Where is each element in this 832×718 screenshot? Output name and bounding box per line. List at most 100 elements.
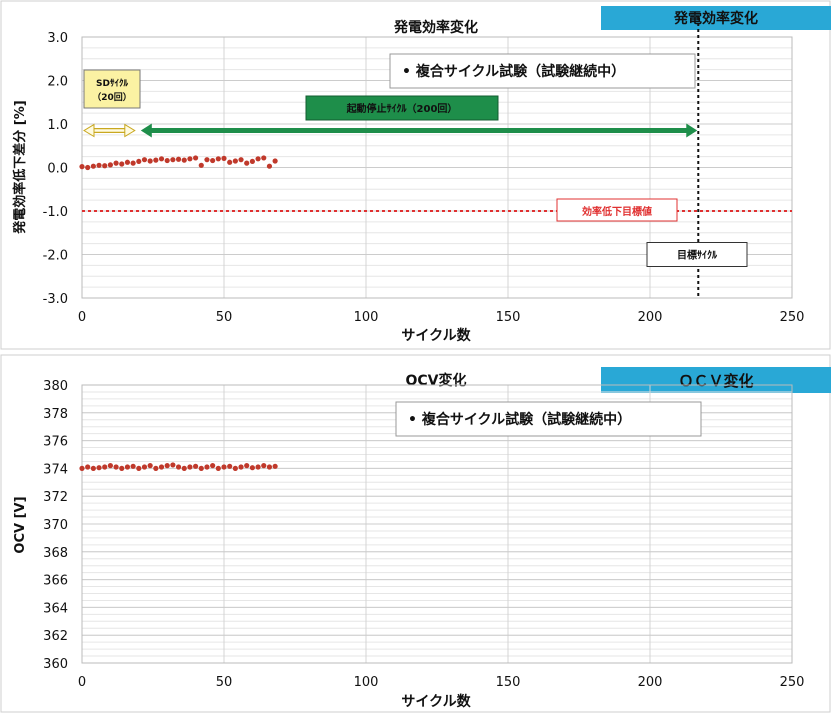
- data-point: [215, 156, 221, 162]
- data-point: [130, 463, 136, 469]
- y-tick-label: 0.0: [47, 162, 68, 177]
- y-tick-label: 380: [43, 379, 68, 394]
- data-point: [136, 465, 142, 471]
- start-stop-label: 起動停止ｻｲｸﾙ（200回）: [346, 102, 458, 115]
- data-point: [175, 464, 182, 470]
- y-tick-label: 2.0: [47, 75, 68, 90]
- x-tick-label: 150: [496, 675, 521, 690]
- data-point: [90, 163, 96, 169]
- x-tick-label: 50: [216, 310, 233, 325]
- data-point: [147, 463, 153, 469]
- ocv-badge: ＯＣＶ変化: [678, 372, 753, 390]
- data-point: [170, 462, 176, 468]
- threshold-label: 効率低下目標値: [582, 205, 652, 218]
- data-point: [244, 160, 250, 166]
- sd-cycle-label: （20回）: [92, 92, 132, 103]
- data-point: [102, 464, 108, 470]
- data-point: [107, 162, 113, 168]
- data-point: [227, 159, 233, 165]
- data-point: [272, 158, 278, 164]
- data-point: [187, 156, 193, 162]
- data-point: [210, 157, 216, 164]
- y-tick-label: 368: [43, 546, 68, 561]
- data-point: [158, 156, 165, 162]
- legend-entry: • 複合サイクル試験（試験継続中）: [402, 63, 625, 80]
- data-point: [107, 463, 113, 469]
- data-point: [170, 157, 176, 163]
- start-stop-box: [305, 95, 499, 121]
- data-point: [85, 164, 91, 171]
- data-point: [130, 160, 136, 166]
- y-tick-label: 374: [43, 462, 68, 477]
- data-point: [244, 463, 250, 469]
- y-tick-label: 364: [43, 601, 68, 616]
- y-tick-label: 378: [43, 407, 68, 422]
- data-point: [193, 463, 199, 469]
- ocv-plot-area: 0 50 100 150 200 250 380 378 376 374 372 370 368 366 3…: [43, 379, 804, 690]
- y-tick-label: 370: [43, 518, 68, 533]
- y-tick-label: -3.0: [43, 292, 68, 307]
- data-point: [141, 464, 148, 470]
- data-point: [232, 158, 238, 164]
- x-tick-label: 0: [78, 310, 86, 325]
- x-tick-label: 200: [638, 310, 663, 325]
- data-point: [249, 465, 255, 471]
- data-point: [124, 464, 131, 470]
- data-point: [147, 158, 153, 164]
- data-point: [204, 157, 210, 163]
- target-cycle-label: 目標ｻｲｸﾙ: [677, 249, 718, 262]
- data-point: [215, 465, 221, 471]
- data-point: [261, 155, 267, 161]
- x-tick-label: 50: [216, 675, 233, 690]
- data-point: [181, 157, 187, 163]
- sd-cycle-box: [83, 69, 141, 109]
- data-point: [153, 465, 159, 471]
- efficiency-badge-bg: [601, 6, 831, 30]
- legend-entry: • 複合サイクル試験（試験継続中）: [408, 411, 631, 428]
- data-point: [119, 161, 125, 167]
- panel-efficiency-frame: [0, 0, 831, 350]
- data-point: [141, 157, 148, 163]
- data-point: [113, 160, 119, 166]
- legend-box: [395, 401, 702, 437]
- y-tick-label: 3.0: [47, 31, 68, 46]
- data-point: [266, 464, 273, 470]
- data-point: [175, 156, 182, 162]
- x-tick-label: 200: [638, 675, 663, 690]
- efficiency-x-axis-label: サイクル数: [401, 327, 471, 344]
- start-stop-arrow-head-right: [686, 123, 698, 138]
- y-tick-label: 366: [43, 574, 68, 589]
- efficiency-badge: 発電効率変化: [673, 10, 758, 27]
- data-point: [102, 163, 108, 169]
- ocv-chart-title: OCV変化: [405, 372, 466, 389]
- y-tick-label: 1.0: [47, 118, 68, 133]
- data-point: [261, 463, 267, 469]
- sd-arrow-head-right: [124, 123, 136, 138]
- x-tick-label: 250: [780, 310, 805, 325]
- data-point: [79, 465, 85, 471]
- data-point: [198, 465, 204, 471]
- data-point: [96, 465, 102, 471]
- data-point: [238, 157, 244, 163]
- y-tick-label: 372: [43, 490, 68, 505]
- data-point: [119, 465, 125, 471]
- data-point: [164, 157, 170, 164]
- legend-box: [389, 53, 696, 89]
- data-point: [198, 162, 204, 168]
- data-point: [96, 162, 102, 168]
- y-tick-label: -2.0: [43, 249, 68, 264]
- y-tick-label: 376: [43, 435, 68, 450]
- start-stop-arrow-head-left: [140, 123, 152, 138]
- data-point: [164, 463, 170, 469]
- data-point: [266, 163, 273, 169]
- panel-ocv-frame: [0, 354, 831, 713]
- data-point: [204, 464, 210, 470]
- ocv-badge-bg: [601, 367, 831, 393]
- threshold-label-box: [556, 198, 678, 222]
- data-point: [227, 463, 233, 469]
- data-point: [136, 158, 142, 165]
- y-tick-label: -1.0: [43, 205, 68, 220]
- efficiency-y-axis-label: 発電効率低下差分 [%]: [12, 100, 28, 234]
- efficiency-plot-area: 0 50 100 150 200 250 3.0 2.0 1.0 0.0 -1.0 -2.0 -3.0 効…: [43, 17, 805, 325]
